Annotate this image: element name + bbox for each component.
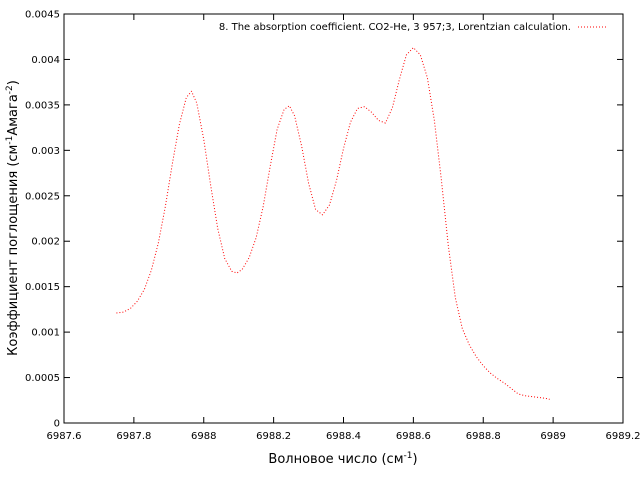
x-tick-label: 6988.8 — [466, 431, 501, 442]
x-tick-label: 6988.2 — [256, 431, 291, 442]
x-axis-label-superscript: -1 — [404, 451, 413, 461]
y-axis-label-superscript-2: -2 — [5, 85, 15, 94]
y-axis-label-superscript-1: -1 — [5, 136, 15, 145]
y-tick-label: 0.0045 — [25, 10, 60, 21]
y-tick-label: 0.0005 — [25, 373, 60, 384]
y-tick-label: 0.0025 — [25, 191, 60, 202]
x-tick-label: 6988.4 — [326, 431, 361, 442]
x-tick-label: 6988.6 — [396, 431, 431, 442]
y-axis-label: Коэффициент поглощения (см-1Амага-2) — [5, 80, 21, 356]
y-tick-label: 0.0015 — [25, 282, 60, 293]
y-tick-label: 0.0035 — [25, 100, 60, 111]
x-tick-label: 6987.6 — [47, 431, 82, 442]
x-axis-label-tail: ) — [412, 452, 417, 467]
y-tick-label: 0 — [54, 419, 60, 430]
x-tick-label: 6989.2 — [606, 431, 640, 442]
y-axis-label-main: Коэффициент поглощения (см — [6, 145, 21, 356]
x-tick-label: 6987.8 — [116, 431, 151, 442]
y-tick-label: 0.001 — [31, 328, 60, 339]
y-tick-label: 0.004 — [31, 55, 60, 66]
x-axis-label-main: Волновое число (см — [268, 452, 403, 467]
x-axis-label: Волновое число (см-1) — [268, 451, 417, 467]
legend: 8. The absorption coefficient. CO2-He, 3… — [219, 22, 608, 33]
x-tick-label: 6989 — [540, 431, 565, 442]
y-axis-label-tail: ) — [6, 80, 21, 85]
x-tick-label: 6988 — [191, 431, 216, 442]
y-tick-label: 0.003 — [31, 146, 60, 157]
y-tick-label: 0.002 — [31, 237, 60, 248]
y-axis-label-unit: Амага — [6, 94, 21, 135]
legend-label: 8. The absorption coefficient. CO2-He, 3… — [219, 22, 571, 33]
